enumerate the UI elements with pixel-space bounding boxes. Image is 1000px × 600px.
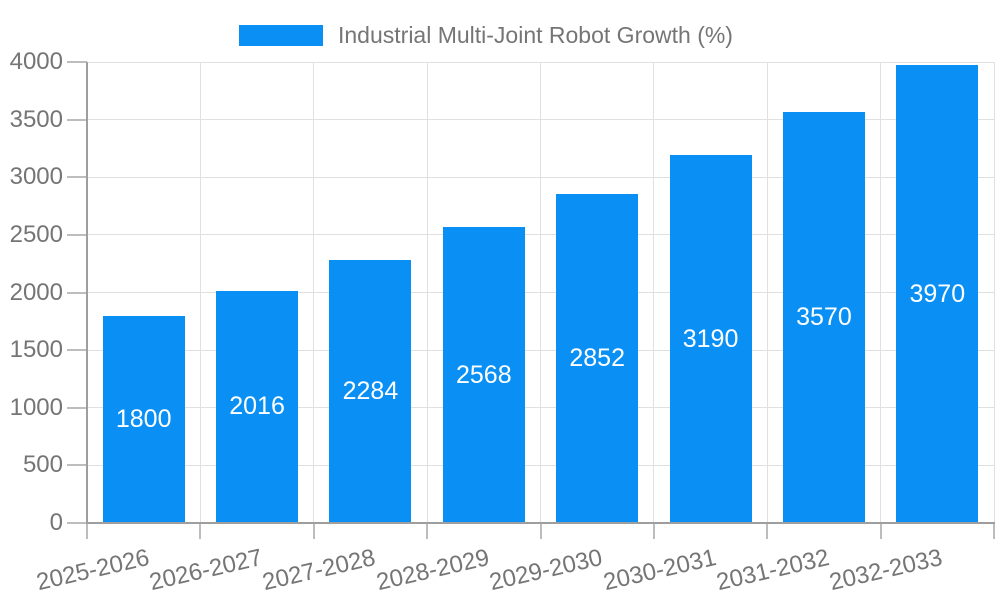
x-tick-mark (766, 523, 769, 539)
x-tick-mark (993, 523, 995, 539)
y-tick-mark (67, 291, 87, 294)
v-gridline (880, 62, 882, 523)
bar-value-label: 3970 (909, 279, 966, 308)
x-axis-line (86, 522, 995, 524)
y-tick-mark (67, 349, 87, 352)
legend-swatch-icon (239, 25, 323, 46)
v-gridline (540, 62, 541, 523)
v-gridline (199, 62, 201, 523)
bar-value-label: 2852 (569, 344, 625, 373)
v-gridline (313, 62, 315, 523)
legend-item[interactable]: Industrial Multi-Joint Robot Growth (%) (239, 22, 733, 49)
x-tick-mark (879, 523, 882, 539)
y-tick-mark (67, 176, 87, 179)
bar[interactable]: 2852 (556, 194, 639, 523)
y-tick-label: 3500 (9, 105, 63, 133)
bar[interactable]: 2568 (442, 227, 525, 523)
bar-value-label: 3570 (796, 302, 852, 331)
y-tick-mark (67, 522, 87, 524)
y-tick-label: 4000 (9, 48, 63, 75)
y-tick-label: 500 (22, 451, 63, 479)
y-tick-mark (67, 118, 87, 121)
bar-value-label: 2284 (342, 376, 399, 405)
y-axis-line (86, 62, 88, 524)
y-tick-label: 1500 (9, 336, 63, 364)
y-tick-mark (67, 464, 87, 467)
bar-value-label: 2568 (456, 360, 512, 389)
y-tick-mark (67, 233, 87, 236)
y-tick-label: 0 (49, 509, 63, 536)
v-gridline (426, 62, 428, 523)
bar[interactable]: 2016 (216, 290, 299, 523)
y-tick-label: 2500 (9, 220, 63, 248)
x-tick-mark (426, 523, 429, 539)
x-tick-mark (199, 523, 202, 539)
bar-value-label: 1800 (115, 404, 172, 433)
v-gridline (653, 62, 655, 523)
y-tick-label: 1000 (9, 393, 63, 421)
y-tick-label: 2000 (9, 278, 63, 306)
y-tick-mark (67, 406, 87, 409)
legend-label: Industrial Multi-Joint Robot Growth (%) (338, 22, 733, 48)
y-tick-label: 3000 (9, 163, 63, 191)
bar[interactable]: 3970 (896, 65, 979, 523)
bar-value-label: 3190 (682, 324, 739, 353)
x-tick-mark (539, 523, 542, 539)
x-tick-mark (312, 523, 315, 539)
bar[interactable]: 3570 (782, 111, 865, 523)
bar[interactable]: 1800 (102, 315, 185, 523)
bar[interactable]: 3190 (669, 155, 752, 523)
bar[interactable]: 2284 (329, 259, 412, 523)
v-gridline (993, 62, 995, 523)
x-tick-mark (652, 523, 655, 539)
x-tick-mark (86, 523, 88, 539)
bar-value-label: 2016 (229, 392, 285, 421)
y-tick-mark (67, 61, 87, 63)
v-gridline (766, 62, 768, 523)
